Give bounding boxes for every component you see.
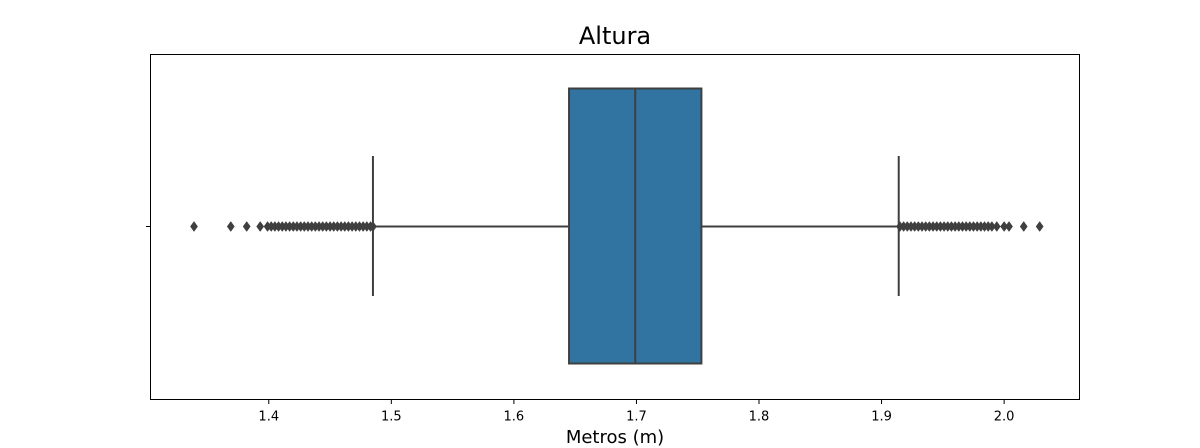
x-tick-label: 1.8 <box>749 410 770 425</box>
outlier-point-low <box>226 221 235 232</box>
x-axis: 1.4 1.5 1.6 1.7 1.8 1.9 2.0 <box>258 399 1015 425</box>
x-tick-label: 2.0 <box>994 410 1015 425</box>
x-tick-label: 1.7 <box>626 410 647 425</box>
outlier-point-low <box>369 221 377 232</box>
x-axis-label: Metros (m) <box>566 427 664 448</box>
x-tick-label: 1.4 <box>258 410 279 425</box>
outlier-point-low <box>242 221 251 232</box>
outlier-point-high <box>1035 221 1044 232</box>
outlier-point-low <box>190 221 198 232</box>
outlier-point-high <box>992 221 1001 232</box>
x-tick-label: 1.6 <box>504 410 525 425</box>
chart-title: Altura <box>579 22 651 50</box>
outlier-point-high <box>1019 221 1028 232</box>
plot-area <box>190 87 1044 365</box>
x-tick-label: 1.9 <box>871 410 892 425</box>
x-tick-label: 1.5 <box>381 410 402 425</box>
outlier-point-high <box>1005 221 1013 232</box>
outlier-point-low <box>256 221 265 232</box>
